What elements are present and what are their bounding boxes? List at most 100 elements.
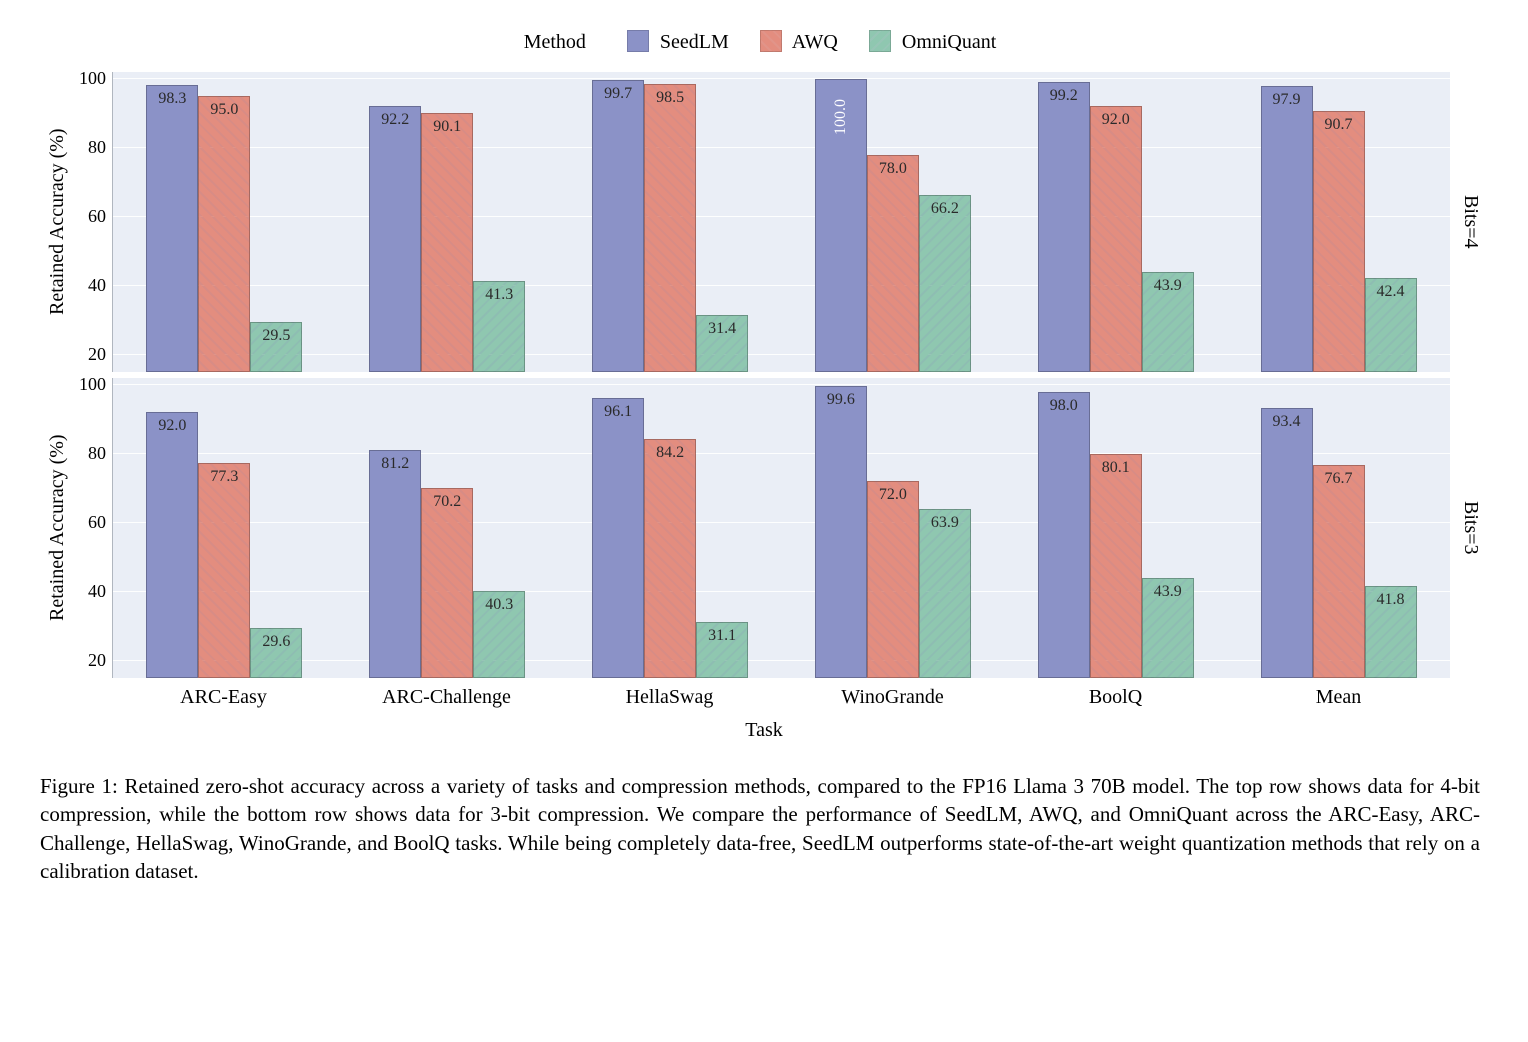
bar-value-label: 84.2	[656, 444, 684, 462]
bar: 92.0	[1090, 106, 1142, 372]
bar: 99.6	[815, 386, 867, 678]
bar-value-label: 99.2	[1050, 87, 1078, 105]
bar: 97.9	[1261, 86, 1313, 372]
y-axis-ticks: 10080604020	[72, 72, 112, 372]
bar-value-label: 95.0	[210, 101, 238, 119]
legend: Method SeedLM AWQ OmniQuant	[40, 30, 1488, 54]
bar-group: 100.078.0 66.2	[781, 72, 1004, 372]
bar-value-label: 43.9	[1154, 277, 1182, 295]
bar-value-label: 40.3	[485, 596, 513, 614]
legend-item-awq: AWQ	[792, 31, 838, 53]
chart-panel: Retained Accuracy (%)1008060402098.395.0…	[40, 72, 1488, 372]
bar-value-label: 77.3	[210, 468, 238, 486]
bar-value-label: 97.9	[1273, 91, 1301, 109]
bar-value-label: 96.1	[604, 403, 632, 421]
bar-group: 97.9 90.7 42.4	[1227, 72, 1450, 372]
bar-groups: 98.3 95.0 29.5 92.290.1 41.3 99.7 98.5 31.4 100.…	[113, 72, 1450, 372]
y-tick: 100	[79, 68, 106, 89]
bar: 99.7	[592, 80, 644, 372]
bar-value-label: 66.2	[931, 200, 959, 218]
bar-group: 81.2 70.2 40.3	[336, 378, 559, 678]
bar-value-label: 70.2	[433, 493, 461, 511]
bar: 95.0	[198, 96, 250, 372]
bar-value-label: 31.1	[708, 627, 736, 645]
bar: 100.0	[815, 79, 867, 372]
bar: 31.1	[696, 622, 748, 678]
y-tick: 20	[88, 344, 106, 365]
bar-value-label: 72.0	[879, 486, 907, 504]
bar-value-label: 76.7	[1325, 470, 1353, 488]
bar-value-label: 42.4	[1377, 283, 1405, 301]
chart-panel: Retained Accuracy (%)1008060402092.077.3…	[40, 378, 1488, 678]
bar: 42.4	[1365, 278, 1417, 372]
bar-value-label: 98.0	[1050, 397, 1078, 415]
bar: 99.2	[1038, 82, 1090, 372]
bar-value-label: 99.6	[827, 391, 855, 409]
bar-value-label: 63.9	[931, 514, 959, 532]
bar: 93.4	[1261, 408, 1313, 678]
bar: 78.0	[867, 155, 919, 372]
bar-value-label: 98.3	[158, 90, 186, 108]
bar: 31.4	[696, 315, 748, 372]
figure-caption-text: Retained zero-shot accuracy across a var…	[40, 774, 1480, 883]
y-tick: 60	[88, 512, 106, 533]
y-tick: 100	[79, 374, 106, 395]
bar: 98.5	[644, 84, 696, 372]
x-tick-label: ARC-Easy	[112, 678, 335, 709]
bar: 90.7	[1313, 111, 1365, 372]
bar-value-label: 98.5	[656, 89, 684, 107]
bar: 72.0	[867, 481, 919, 678]
bar: 80.1	[1090, 454, 1142, 678]
bar: 40.3	[473, 591, 525, 678]
plot-area: 98.3 95.0 29.5 92.290.1 41.3 99.7 98.5 31.4 100.…	[112, 72, 1450, 372]
bar: 84.2	[644, 439, 696, 678]
figure-label: Figure 1:	[40, 774, 118, 798]
bar: 70.2	[421, 488, 473, 678]
bar-group: 93.4 76.7 41.8	[1227, 378, 1450, 678]
y-tick: 20	[88, 650, 106, 671]
y-tick: 80	[88, 443, 106, 464]
panel-right-label: Bits=3	[1450, 378, 1488, 678]
y-axis-label: Retained Accuracy (%)	[40, 378, 72, 678]
bar-group: 96.1 84.2 31.1	[559, 378, 782, 678]
bar-group: 98.080.143.9	[1004, 378, 1227, 678]
plot-area: 92.0 77.3 29.6 81.2 70.2 40.3 96.1 84.2 31.1 99.6…	[112, 378, 1450, 678]
bar: 29.5	[250, 322, 302, 372]
bar: 41.8	[1365, 586, 1417, 678]
chart-panels: Retained Accuracy (%) 100 80 60 40 20 98.3 95.0…	[40, 72, 1488, 678]
bar-value-label: 29.6	[262, 633, 290, 651]
legend-title: Method	[524, 31, 586, 53]
legend-swatch-awq	[760, 30, 782, 52]
bar-group: 92.290.1 41.3	[336, 72, 559, 372]
x-axis: ARC-EasyARC-ChallengeHellaSwagWinoGrande…	[112, 678, 1450, 709]
bar-value-label: 41.3	[485, 286, 513, 304]
bar-group: 99.7 98.5 31.4	[559, 72, 782, 372]
bar: 92.2	[369, 106, 421, 372]
bar: 98.3	[146, 85, 198, 372]
bar-value-label: 99.7	[604, 85, 632, 103]
legend-item-omniquant: OmniQuant	[902, 31, 996, 53]
bar-value-label: 29.5	[262, 327, 290, 345]
bar: 90.1	[421, 113, 473, 372]
figure: Method SeedLM AWQ OmniQuant Retained Acc…	[40, 30, 1488, 885]
bar-group: 92.0 77.3 29.6	[113, 378, 336, 678]
bar-groups: 92.0 77.3 29.6 81.2 70.2 40.3 96.1 84.2 31.1 99.6…	[113, 378, 1450, 678]
bar-group: 98.3 95.0 29.5	[113, 72, 336, 372]
y-tick: 40	[88, 275, 106, 296]
bar: 92.0	[146, 412, 198, 678]
bar: 81.2	[369, 450, 421, 678]
y-tick: 60	[88, 206, 106, 227]
y-tick: 80	[88, 137, 106, 158]
bar-value-label: 93.4	[1273, 413, 1301, 431]
bar: 41.3	[473, 281, 525, 372]
bar-value-label: 31.4	[708, 320, 736, 338]
figure-caption: Figure 1: Retained zero-shot accuracy ac…	[40, 772, 1480, 885]
bar-group: 99.6 72.0 63.9	[781, 378, 1004, 678]
bar: 98.0	[1038, 392, 1090, 678]
legend-swatch-seedlm	[627, 30, 649, 52]
bar: 76.7	[1313, 465, 1365, 678]
x-tick-label: BoolQ	[1004, 678, 1227, 709]
panel-right-label: Bits=4	[1450, 72, 1488, 372]
bar-group: 99.2 92.0 43.9	[1004, 72, 1227, 372]
y-tick: 40	[88, 581, 106, 602]
